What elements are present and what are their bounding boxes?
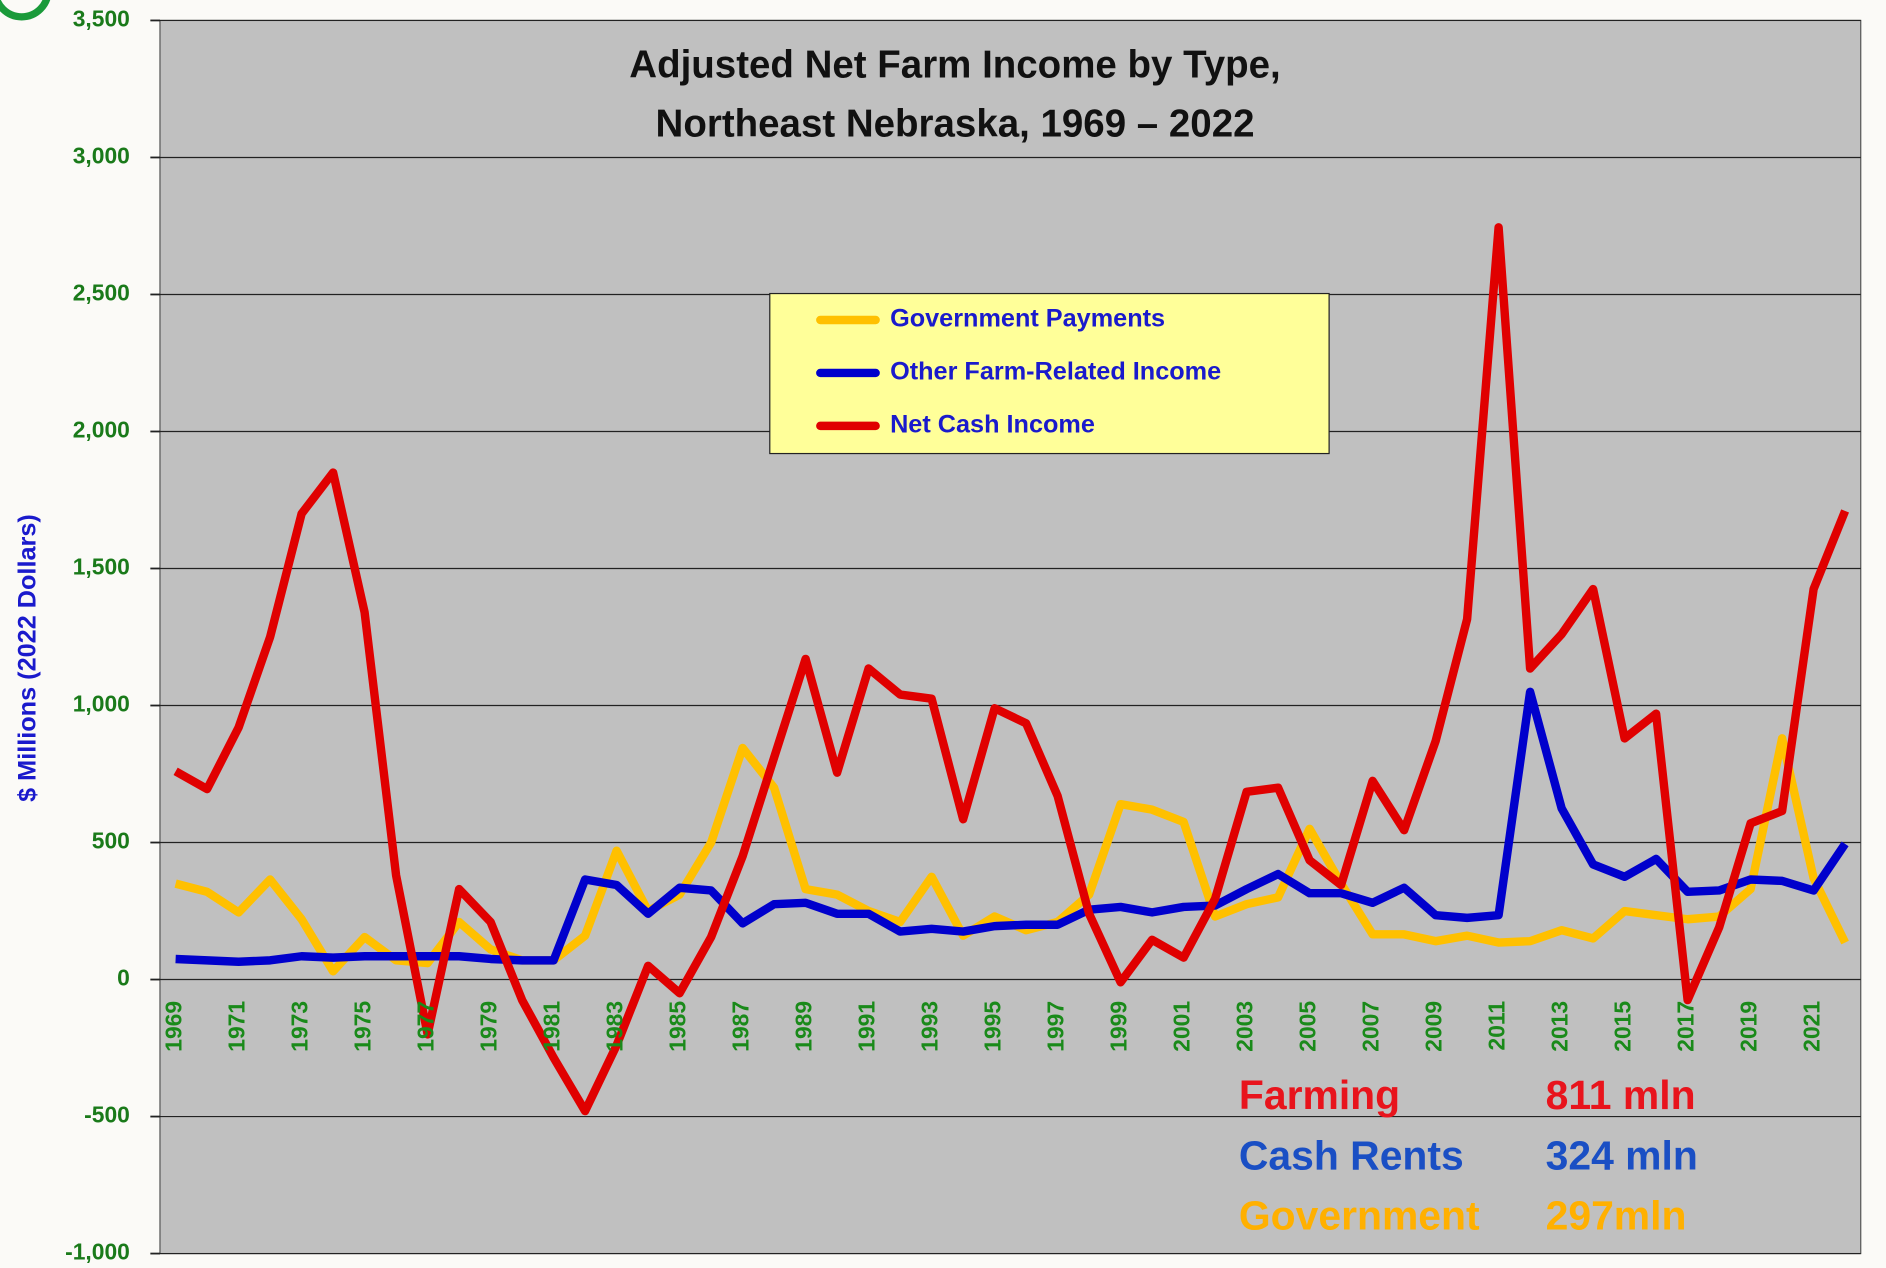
legend-label: Government Payments	[890, 305, 1165, 333]
x-tick-label: 1975	[350, 1001, 376, 1052]
x-tick-label: 1993	[917, 1001, 943, 1052]
x-tick-label: 1969	[161, 1001, 187, 1052]
lines	[173, 223, 1850, 1116]
annotation-value: 324 mln	[1546, 1132, 1698, 1178]
x-tick-label: 1983	[602, 1001, 628, 1052]
x-tick-label: 1985	[665, 1001, 691, 1052]
x-tick-label: 2009	[1421, 1001, 1447, 1052]
chart-title: Adjusted Net Farm Income by Type,	[629, 44, 1280, 87]
x-tick-label: 2017	[1673, 1001, 1699, 1052]
y-tick-label: 3,000	[73, 142, 130, 168]
legend-label: Net Cash Income	[890, 411, 1095, 439]
y-tick-label: 0	[117, 965, 130, 991]
x-tick-label: 1997	[1043, 1001, 1069, 1052]
y-tick-label: 3,500	[73, 5, 130, 31]
x-tick-label: 2013	[1547, 1001, 1573, 1052]
x-tick-label: 1977	[413, 1001, 439, 1052]
series-line	[173, 223, 1850, 1116]
x-tick-label: 1999	[1106, 1001, 1132, 1052]
annotation-value: 297mln	[1546, 1192, 1687, 1238]
legend-label: Other Farm-Related Income	[890, 358, 1221, 386]
x-tick-label: 1989	[791, 1001, 817, 1052]
x-tick-label: 2021	[1799, 1001, 1825, 1052]
logo-mark	[0, 0, 51, 21]
annotation-label: Government	[1239, 1192, 1480, 1238]
x-tick-label: 2001	[1169, 1001, 1195, 1052]
x-tick-label: 1973	[287, 1001, 313, 1052]
y-axis-label: $ Millions (2022 Dollars)	[14, 514, 42, 802]
annotation-label: Farming	[1239, 1072, 1400, 1118]
y-tick-label: 1,000	[73, 691, 130, 717]
series-line	[175, 687, 1849, 966]
y-tick-label: -500	[84, 1102, 130, 1128]
x-tick-label: 2003	[1232, 1001, 1258, 1052]
x-tick-label: 2005	[1295, 1001, 1321, 1052]
y-tick-label: -1,000	[65, 1239, 130, 1265]
x-tick-label: 2015	[1610, 1001, 1636, 1052]
x-tick-label: 2011	[1484, 1001, 1510, 1051]
plot-area	[159, 19, 1862, 1255]
y-tick-label: 2,500	[73, 280, 130, 306]
x-tick-label: 2019	[1736, 1001, 1762, 1052]
annotation-label: Cash Rents	[1239, 1132, 1464, 1178]
x-tick-label: 1991	[854, 1001, 880, 1052]
x-tick-label: 1979	[476, 1001, 502, 1052]
chart-title: Northeast Nebraska, 1969 – 2022	[656, 102, 1255, 145]
y-tick-label: 500	[92, 828, 130, 854]
annotation-value: 811 mln	[1546, 1072, 1696, 1118]
y-tick-label: 1,500	[73, 554, 130, 580]
x-tick-label: 1971	[224, 1001, 250, 1052]
x-tick-label: 2007	[1358, 1001, 1384, 1052]
y-tick-label: 2,000	[73, 417, 130, 443]
x-tick-label: 1981	[539, 1001, 565, 1052]
x-tick-label: 1995	[980, 1001, 1006, 1052]
x-tick-label: 1987	[728, 1001, 754, 1052]
